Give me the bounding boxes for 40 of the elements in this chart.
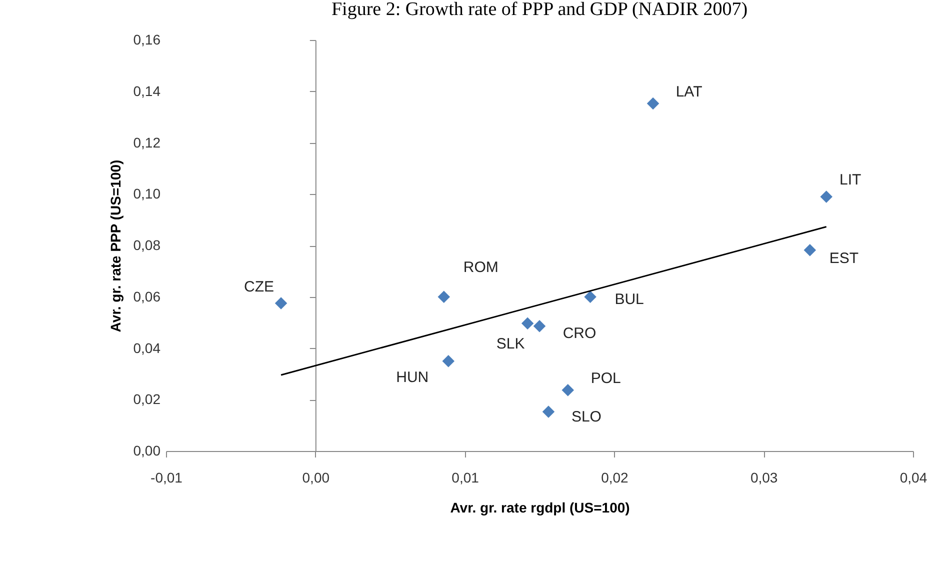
annotation: SLK [496,335,525,352]
annotation: SLO [571,408,602,426]
y-tick-label: 0,04 [133,340,161,356]
annotation: BUL [614,290,644,308]
x-tick-label: 0,02 [601,470,629,486]
point [274,297,288,310]
point [542,406,555,418]
annotation: LAT [676,83,702,100]
x-tick-label: 0,03 [750,470,778,486]
x-tick-label: -0,01 [150,470,183,486]
chart-title: Figure 2: Growth rate of PPP and GDP (NADIR 2007) [331,0,748,20]
x-tick-label: 0,04 [900,470,928,486]
y-tick-label: 0,00 [133,442,161,458]
point [438,290,450,303]
y-tick-label: 0,14 [133,82,161,99]
y-tick-label: 0,10 [133,186,161,202]
x-tick-label: 0,00 [302,470,330,486]
x-tick-label: 0,01 [452,470,480,486]
point [442,354,454,368]
y-tick-label: 0,08 [133,237,161,253]
annotation: ROM [463,258,498,276]
point [820,190,832,203]
point [562,384,574,396]
point [533,320,546,332]
point [804,244,816,256]
y-tick-label: 0,06 [133,288,161,304]
y-tick-label: 0,12 [133,134,161,150]
point [521,317,534,330]
y-tick-label: 0,02 [133,391,161,408]
annotation: CRO [562,325,596,342]
y-axis-title: Avr. gr. rate PPP (US=100) [107,160,124,332]
annotation: HUN [396,369,429,386]
point [646,97,660,110]
annotation: EST [829,250,859,268]
point [584,290,596,303]
x-axis-title: Avr. gr. rate rgdpl (US=100) [450,500,630,516]
annotation: LIT [840,172,862,189]
y-tick-label: 0,16 [133,32,161,48]
annotation: CZE [244,278,274,296]
annotation: POL [590,370,621,388]
